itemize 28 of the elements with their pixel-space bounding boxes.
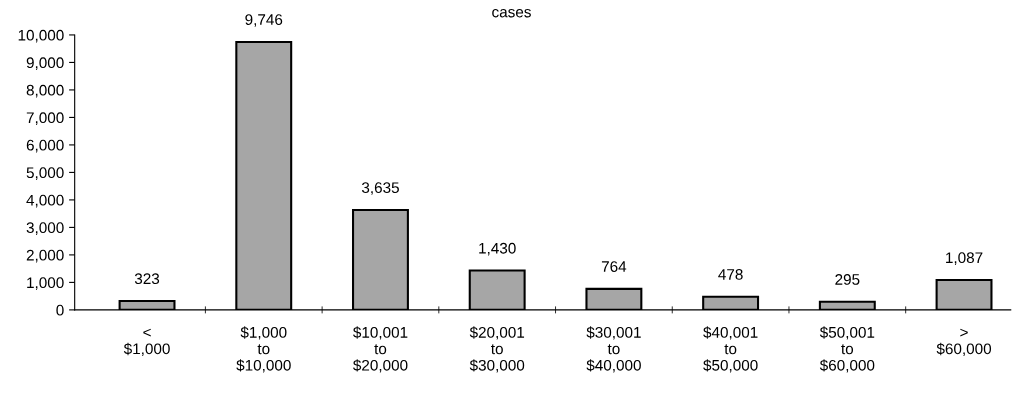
y-tick-label: 9,000	[26, 57, 64, 70]
y-tick-label: 1,000	[27, 277, 64, 290]
y-tick-label: 0	[56, 304, 64, 316]
y-tick-label: 10,000	[18, 29, 64, 43]
y-tick-label: 7,000	[26, 112, 64, 125]
data-label: 478	[718, 269, 743, 280]
x-tick-label: $50,001 to $60,000	[819, 326, 875, 373]
y-tick-label: 3,000	[26, 222, 64, 235]
data-label: 295	[835, 274, 860, 285]
data-label: 1,087	[946, 252, 983, 265]
y-tick-label: 2,000	[26, 249, 64, 263]
data-label: 9,746	[245, 14, 283, 27]
x-tick-label: $20,001 to $30,000	[469, 326, 525, 373]
data-label: 764	[601, 261, 627, 272]
x-tick-label: $40,001 to $50,000	[703, 326, 758, 373]
y-tick-label: 5,000	[26, 167, 64, 180]
x-tick-label: $30,001 to $40,000	[586, 326, 641, 373]
x-tick-label: > $60,000	[936, 328, 992, 357]
data-label: 3,635	[361, 182, 399, 195]
x-tick-label: < $1,000	[123, 328, 170, 357]
x-tick-label: $1,000 to $10,000	[236, 326, 291, 373]
y-tick-label: 6,000	[26, 139, 64, 153]
chart-title: cases	[492, 9, 531, 18]
x-tick-label: $10,001 to $20,000	[353, 326, 408, 373]
data-label: 323	[134, 273, 160, 285]
y-tick-label: 4,000	[26, 194, 64, 208]
data-label: 1,430	[479, 242, 516, 256]
y-tick-label: 8,000	[26, 84, 64, 98]
